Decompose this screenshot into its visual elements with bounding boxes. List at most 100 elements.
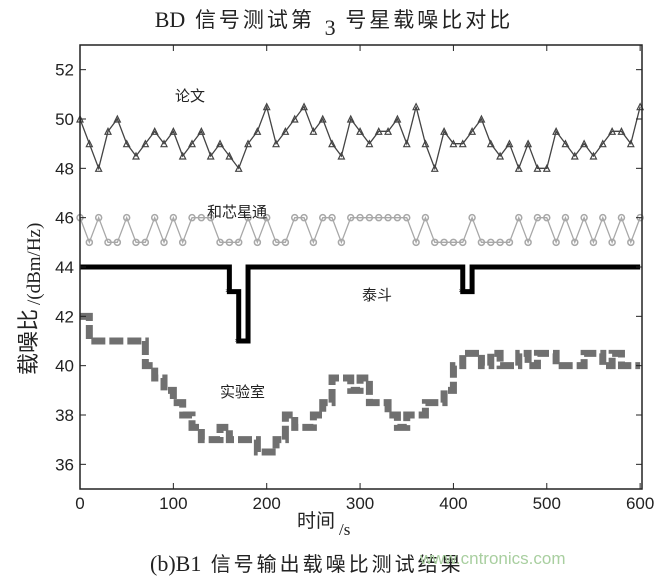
chart-title: BD 信号测试第 3 号星载噪比对比 [0,4,668,40]
data-point [496,151,505,160]
data-point [197,213,206,222]
data-point [533,163,542,172]
data-point [160,139,168,148]
series-0 [76,102,645,172]
y-axis-label: 载噪比 [17,309,42,375]
data-point [290,213,299,222]
title-num: 3 [324,15,336,40]
series-1 [76,213,644,247]
data-point [468,213,476,222]
data-point: * [225,288,230,299]
data-point [430,163,439,172]
data-point [150,213,159,222]
data-point [627,238,635,247]
series-line [80,312,641,456]
series-label-shiyanshi: 实验室 [220,383,265,401]
data-point [188,139,196,148]
data-point [617,213,626,222]
data-point [496,238,504,247]
data-point [169,126,178,135]
title-prefix: BD [154,7,186,32]
data-point [206,151,215,160]
data-point [234,163,243,172]
data-point [384,126,393,135]
data-point [122,139,131,148]
data-point [524,139,533,148]
data-point [505,139,514,148]
data-point [150,126,159,135]
data-point [160,238,168,247]
series-label-lunwen: 论文 [175,87,205,105]
x-tick-label: 300 [346,494,374,513]
data-point [346,213,355,222]
data-point [412,102,421,111]
data-point [94,163,103,172]
x-tick-label: 400 [439,494,467,513]
data-point [178,238,187,247]
data-point [570,151,579,160]
caption-prefix: (b)B1 [150,551,202,576]
data-point [262,213,271,222]
data-point [374,126,383,135]
data-point [561,139,570,148]
data-point [384,213,392,222]
data-point [262,102,271,111]
data-point [113,238,122,247]
data-point [281,126,290,135]
series-line [80,264,641,344]
x-axis-label: 时间 [297,510,335,532]
data-point [346,114,355,123]
data-point [356,126,365,135]
data-point [169,213,178,222]
data-point [337,238,346,247]
y-tick-label: 46 [55,209,74,228]
data-point [206,213,215,222]
data-point [309,126,318,135]
data-point [253,126,262,135]
data-point [580,213,588,222]
data-point [402,213,411,222]
data-point [365,139,374,148]
y-tick-label: 38 [55,406,74,425]
watermark: www.cntronics.com [420,549,566,568]
data-point [617,126,626,135]
y-tick-label: 36 [55,455,74,474]
data-point [421,213,430,222]
data-point [458,139,467,148]
data-point [449,238,458,247]
data-point [216,238,224,247]
data-point [290,114,299,123]
data-point [580,139,589,148]
data-point [253,238,262,247]
data-point [468,126,477,135]
data-point [300,213,308,222]
data-point [337,151,346,160]
data-point [244,139,253,148]
data-point [440,238,448,247]
data-point [421,139,430,148]
data-point [197,126,206,135]
series-3 [80,312,641,456]
data-point [505,238,514,247]
data-point [477,114,486,123]
data-point [178,151,187,160]
data-point [598,139,607,148]
data-point [514,163,523,172]
data-point [524,238,532,247]
x-tick-label: 200 [253,494,281,513]
data-point [533,213,542,222]
data-point [225,238,234,247]
data-point [402,139,411,148]
x-axis-unit: /s [339,520,350,539]
y-tick-label: 42 [55,307,74,326]
data-point [216,139,225,148]
data-point [589,238,598,247]
data-point [626,139,635,148]
x-tick-label: 600 [626,494,654,513]
data-point [141,238,150,247]
data-point [487,238,495,247]
data-point [309,238,318,247]
data-point [552,238,560,247]
data-point [515,213,523,222]
